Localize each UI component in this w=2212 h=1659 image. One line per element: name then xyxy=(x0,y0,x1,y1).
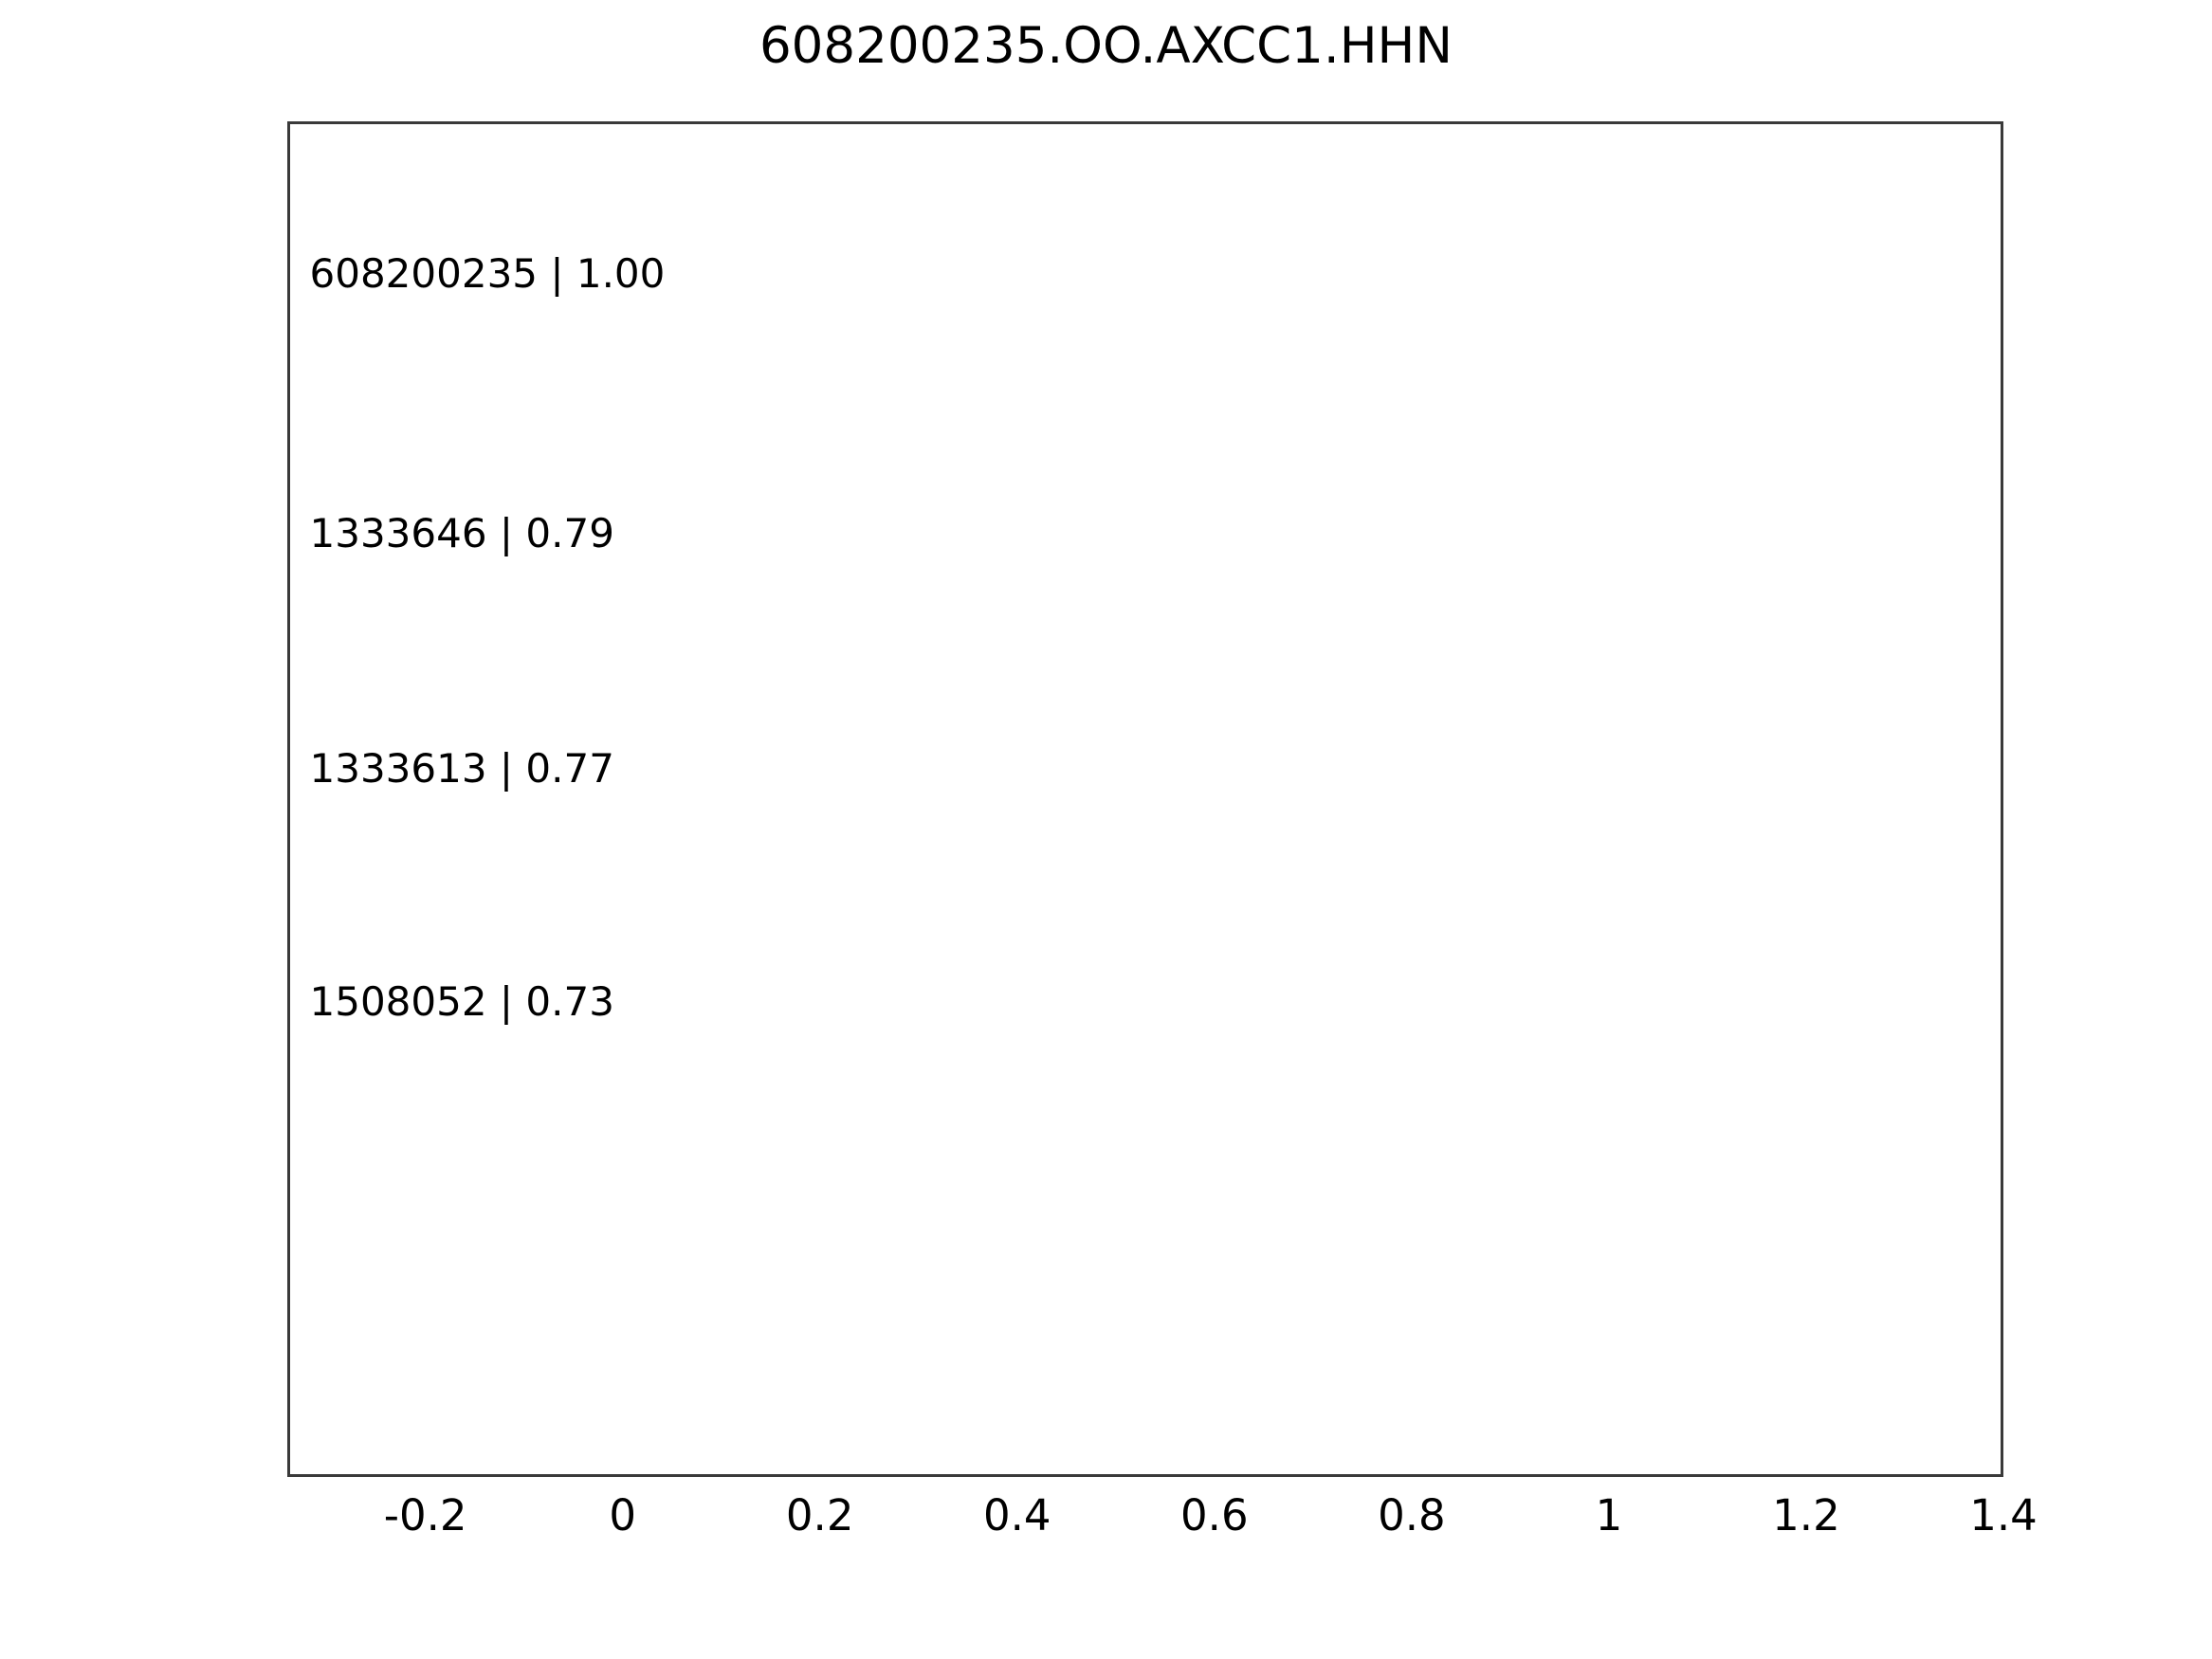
page-title: 608200235.OO.AXCC1.HHN xyxy=(759,17,1453,75)
trace-label-1508052: 1508052 | 0.73 xyxy=(309,977,614,1025)
x-tick-label: -0.2 xyxy=(383,1490,467,1540)
x-tick-label: 0.8 xyxy=(1378,1490,1446,1540)
x-tick-label: 0.2 xyxy=(785,1490,854,1540)
x-axis-tick-labels: -0.2 0 0.2 0.4 0.6 0.8 1 1.2 1.4 xyxy=(287,1490,2038,1557)
x-tick-label: 1.2 xyxy=(1772,1490,1840,1540)
x-tick-label: 0.4 xyxy=(982,1490,1051,1540)
x-tick-label: 1.4 xyxy=(1969,1490,2038,1540)
plot-area: 608200235 | 1.00 1333646 | 0.79 1333613 … xyxy=(287,121,2003,1477)
x-tick-label: 0 xyxy=(609,1490,636,1540)
x-tick-label: 0.6 xyxy=(1180,1490,1249,1540)
trace-label-1333646: 1333646 | 0.79 xyxy=(309,510,614,557)
plot-frame xyxy=(287,121,2003,1477)
trace-label-1333613: 1333613 | 0.77 xyxy=(309,744,614,792)
trace-label-608200235: 608200235 | 1.00 xyxy=(309,249,666,297)
x-tick-label: 1 xyxy=(1595,1490,1623,1540)
